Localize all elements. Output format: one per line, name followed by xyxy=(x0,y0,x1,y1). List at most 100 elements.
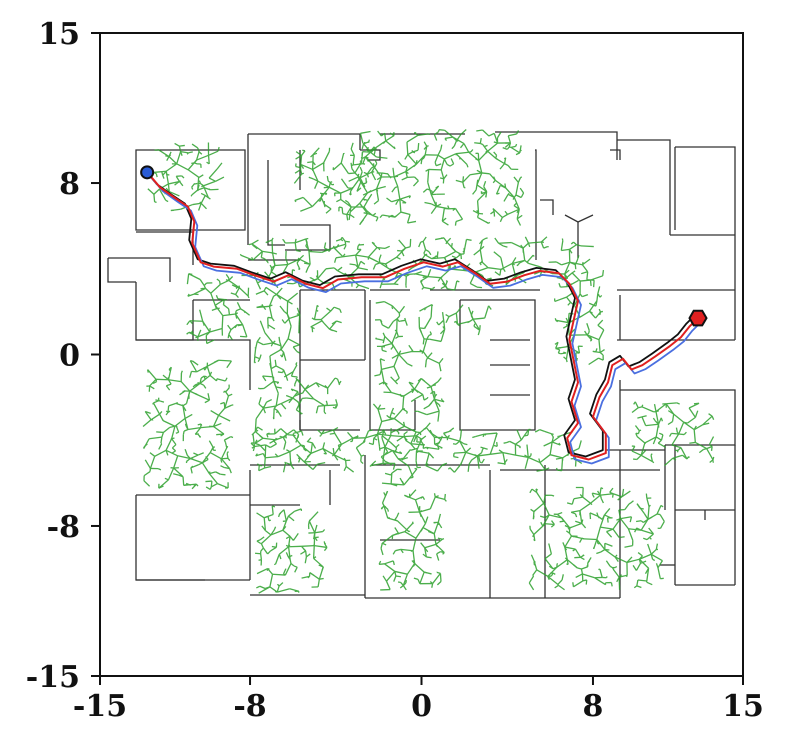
tree-edge xyxy=(391,331,398,344)
tree-edge xyxy=(476,213,480,218)
tree-edge xyxy=(618,574,628,578)
tree-edge xyxy=(223,439,227,443)
tree-edge xyxy=(598,357,604,361)
tree-edge xyxy=(668,433,672,437)
tree-edge xyxy=(480,142,484,146)
tree-edge xyxy=(221,315,224,329)
tree-edge xyxy=(578,440,582,449)
tree-edge xyxy=(292,364,298,372)
tree-edge xyxy=(590,494,601,504)
tree-edge xyxy=(409,476,414,479)
tree-edge xyxy=(476,129,483,132)
tree-edge xyxy=(435,401,440,406)
tree-edge xyxy=(557,511,563,515)
tree-edge xyxy=(566,292,573,298)
tree-edge xyxy=(280,397,294,405)
tree-edge xyxy=(321,429,334,435)
tree-edge xyxy=(588,357,599,366)
tree-edge xyxy=(555,467,559,471)
tree-edge xyxy=(480,260,483,263)
tree-edge xyxy=(589,310,593,314)
tree-edge xyxy=(285,375,289,381)
tree-edge xyxy=(477,330,481,336)
wall-segment xyxy=(495,131,618,160)
tree-edge xyxy=(435,542,438,545)
tree-edge xyxy=(363,212,368,215)
tree-edge xyxy=(472,435,476,439)
tree-edge xyxy=(150,413,160,421)
tree-edge xyxy=(201,462,210,474)
tree-edge xyxy=(462,250,465,253)
tree-edge xyxy=(519,259,526,264)
tree-edge xyxy=(655,436,662,441)
tree-edge xyxy=(519,187,525,194)
wall-segment xyxy=(617,139,671,235)
tree-edge xyxy=(278,546,289,555)
tree-edge xyxy=(430,385,433,388)
tree-edge xyxy=(299,457,305,463)
tree-edge xyxy=(480,446,484,449)
tree-edge xyxy=(657,439,662,444)
tree-edge xyxy=(592,492,601,496)
tree-edge xyxy=(161,171,164,176)
tree-edge xyxy=(368,256,381,264)
tree-edge xyxy=(262,406,265,409)
tree-edge xyxy=(671,414,675,422)
tree-edge xyxy=(175,402,179,405)
tree-edge xyxy=(513,176,519,183)
tree-edge xyxy=(248,243,253,246)
tree-edge xyxy=(399,199,402,213)
tree-edge xyxy=(515,272,525,277)
tree-edge xyxy=(528,262,541,268)
tree-edge xyxy=(631,450,642,456)
tree-edge xyxy=(596,512,599,517)
tree-edge xyxy=(397,532,400,535)
tree-edge xyxy=(463,443,468,446)
tree-edge xyxy=(220,433,225,437)
tree-edge xyxy=(463,143,470,153)
tree-edge xyxy=(401,176,408,181)
tree-edge xyxy=(437,149,442,156)
tree-edge xyxy=(702,422,710,426)
tree-edge xyxy=(381,429,385,432)
tree-edge xyxy=(441,312,445,321)
tree-edge xyxy=(394,185,398,189)
tree-edge xyxy=(347,431,354,439)
tree-edge xyxy=(225,387,230,393)
tree-edge xyxy=(652,558,656,562)
tree-edge xyxy=(311,326,315,330)
tree-edge xyxy=(218,407,226,416)
tree-edge xyxy=(335,399,338,406)
tree-edge xyxy=(409,489,417,497)
tree-edge xyxy=(573,496,583,500)
tree-edge xyxy=(325,400,329,406)
tree-edge xyxy=(261,525,266,531)
tree-edge xyxy=(564,262,571,275)
tree-edge xyxy=(659,514,665,522)
tree-edge xyxy=(265,239,273,244)
tree-edge xyxy=(693,424,703,431)
tree-edge xyxy=(562,542,566,548)
tree-edge xyxy=(520,244,524,249)
tree-edge xyxy=(178,181,184,187)
tree-edge xyxy=(443,431,447,434)
tree-edge xyxy=(282,436,287,443)
tree-edge xyxy=(657,567,661,579)
tree-edge xyxy=(437,277,442,282)
tree-edge xyxy=(391,187,396,193)
tree-edge xyxy=(374,147,377,150)
tree-edge xyxy=(565,323,569,327)
tree-edge xyxy=(454,280,458,291)
tree-edge xyxy=(235,312,239,315)
tree-edge xyxy=(483,186,488,192)
tree-edge xyxy=(324,384,329,389)
tree-edge xyxy=(210,410,219,416)
tree-edge xyxy=(209,452,222,460)
tree-edge xyxy=(597,293,600,296)
tree-edge xyxy=(315,406,319,414)
tree-edge xyxy=(595,300,598,307)
tree-edge xyxy=(256,567,268,575)
tree-edge xyxy=(371,171,377,181)
tree-edge xyxy=(269,304,273,307)
tree-edge xyxy=(426,410,440,416)
